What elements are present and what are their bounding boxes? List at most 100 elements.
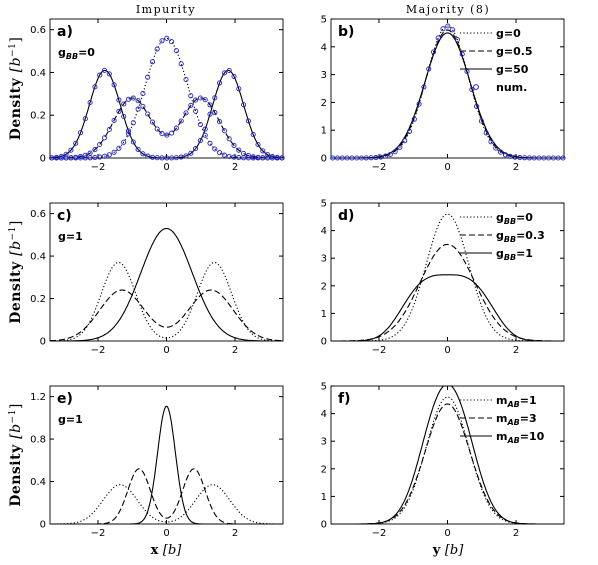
data-point [97, 141, 103, 148]
data-point [207, 111, 213, 117]
y-tick-label: 3 [321, 254, 327, 265]
x-tick-label: −2 [372, 162, 387, 173]
data-point [474, 103, 480, 109]
data-point [149, 59, 156, 65]
y-tick-label: 0.4 [30, 68, 46, 79]
data-point [416, 101, 422, 107]
x-tick-label: −2 [91, 162, 106, 173]
data-point [193, 146, 199, 152]
data-point [435, 35, 441, 41]
data-point [87, 99, 93, 106]
data-point [212, 110, 218, 116]
series-line-dotted [50, 37, 283, 159]
data-point [241, 150, 247, 157]
data-point [212, 146, 218, 152]
panel-annotation: gBB=0 [58, 46, 95, 61]
data-point [77, 130, 84, 136]
data-point [49, 155, 55, 161]
data-point [397, 144, 403, 150]
data-point [145, 74, 151, 80]
y-tick-label: 0.4 [30, 477, 46, 488]
x-tick-label: 0 [163, 162, 169, 173]
panel-e: −2 0 2 0 0.4 0.8 1.2 e) g=1 Density [b−1] [8, 385, 284, 539]
data-point [378, 154, 384, 160]
data-point [159, 131, 165, 137]
data-point [73, 154, 79, 160]
data-point [450, 27, 456, 33]
data-point [159, 155, 165, 161]
data-point [507, 153, 513, 159]
data-point [164, 35, 170, 41]
data-point [82, 155, 88, 161]
panel-d: −2 0 2 0 1 2 3 4 5 d) gBB=0 gBB=0.3 gBB=1 [321, 199, 565, 356]
data-point [255, 141, 261, 148]
data-point [140, 103, 146, 109]
x-tick-label: 0 [163, 528, 169, 539]
data-point [121, 101, 127, 107]
data-point [68, 147, 74, 153]
y-tick-label: 0 [40, 520, 46, 531]
legend-entry: num. [496, 81, 527, 94]
y-tick-label: 1 [321, 309, 327, 320]
y-tick-label: 0.6 [30, 25, 46, 36]
x-tick-label: 2 [513, 528, 519, 539]
data-point [274, 154, 280, 160]
x-axis-label-majority: y [b] [432, 543, 464, 558]
series-line-solid [331, 385, 564, 525]
data-point [197, 95, 203, 101]
data-point [164, 132, 170, 138]
data-point [106, 152, 112, 158]
data-point [97, 72, 103, 78]
y-tick-label: 0.4 [30, 252, 46, 263]
data-point [97, 154, 103, 160]
y-tick-label: 0.2 [30, 111, 46, 122]
x-tick-label: −2 [372, 345, 387, 356]
data-point [106, 71, 112, 77]
series-line-solid [331, 274, 564, 342]
data-point [330, 155, 336, 161]
data-point [236, 155, 242, 161]
data-point [226, 136, 232, 142]
data-point [334, 155, 341, 161]
data-point [478, 118, 484, 124]
data-point [125, 96, 132, 102]
x-tick-label: −2 [91, 528, 106, 539]
data-point [183, 153, 189, 159]
data-point [101, 135, 108, 141]
legend-entry: mAB=10 [496, 430, 545, 445]
data-point [236, 86, 242, 92]
data-point [406, 128, 413, 134]
series-line-dotted [331, 213, 564, 342]
data-point [202, 132, 208, 138]
data-point [207, 140, 213, 146]
data-point [178, 154, 184, 160]
panel-label: f) [338, 391, 351, 407]
series-line-solid [50, 69, 283, 159]
data-point [493, 145, 499, 151]
y-tick-label: 4 [321, 226, 327, 237]
data-point [392, 149, 398, 155]
panel-annotation: g=1 [58, 413, 83, 426]
data-point [101, 67, 108, 73]
data-point [63, 155, 69, 161]
x-tick-label: 0 [444, 528, 450, 539]
data-point [169, 155, 175, 161]
data-point [212, 95, 218, 101]
legend-entry: gBB=0 [496, 211, 533, 226]
data-point [169, 39, 175, 45]
data-point [140, 151, 146, 157]
data-point [221, 70, 227, 76]
y-tick-label: 0 [40, 337, 46, 348]
x-tick-label: 2 [232, 528, 238, 539]
series-line-dashed [50, 468, 283, 525]
y-tick-label: 3 [321, 437, 327, 448]
y-tick-label: 0.2 [30, 294, 46, 305]
data-point [387, 151, 393, 158]
data-point [382, 153, 389, 159]
data-point [149, 154, 156, 160]
series-line-solid [50, 405, 283, 525]
data-point [344, 155, 350, 161]
y-tick-label: 0 [40, 154, 46, 165]
axes-frame [330, 18, 565, 159]
data-point [454, 37, 460, 43]
